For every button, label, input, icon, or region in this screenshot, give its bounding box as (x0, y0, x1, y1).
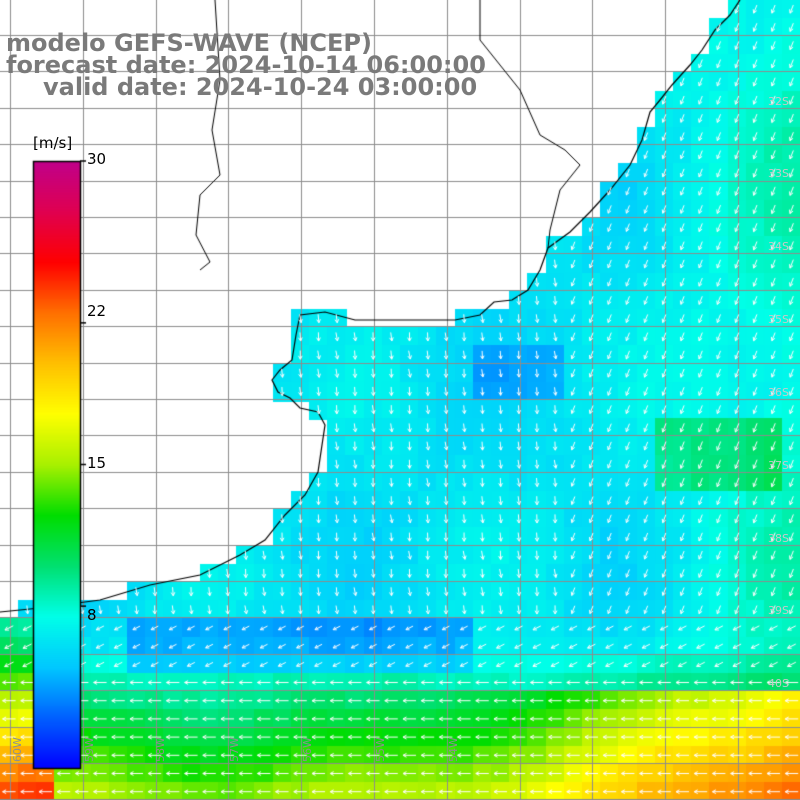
lat-label: 34S (768, 240, 789, 253)
lat-label: 40S (768, 677, 789, 690)
lon-label: 57W (228, 737, 241, 762)
lat-label: 39S (768, 604, 789, 617)
colorbar-tick-30: 30 (87, 150, 107, 168)
lat-label: 38S (768, 532, 789, 545)
lat-label: 35S (768, 313, 789, 326)
lon-label: 56W (301, 737, 314, 762)
lon-label: 58W (154, 737, 167, 762)
lon-label: 59W (83, 737, 96, 762)
colorbar-tick-15: 15 (87, 454, 107, 472)
lon-label: 60W (11, 737, 24, 762)
lon-label: 54W (447, 737, 460, 762)
colorbar-tick-8: 8 (87, 606, 97, 624)
lat-label: 33S (768, 167, 789, 180)
lon-label: 55W (374, 737, 387, 762)
lat-label: 37S (768, 459, 789, 472)
valid-date: valid date: 2024-10-24 03:00:00 (43, 73, 478, 101)
model-title: modelo GEFS-WAVE (NCEP) (6, 29, 372, 57)
lat-label: 32S (768, 95, 789, 108)
lat-label: 36S (768, 386, 789, 399)
forecast-date: forecast date: 2024-10-14 06:00:00 (6, 51, 486, 79)
colorbar-unit: [m/s] (33, 134, 73, 152)
colorbar-tick-22: 22 (87, 302, 107, 320)
